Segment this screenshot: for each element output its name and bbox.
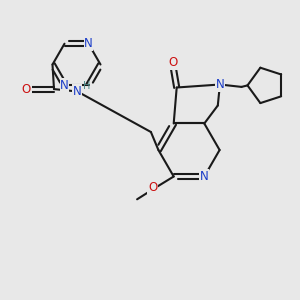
Text: O: O bbox=[169, 56, 178, 69]
Text: O: O bbox=[148, 182, 157, 194]
Text: H: H bbox=[83, 81, 90, 91]
Text: O: O bbox=[22, 82, 31, 96]
Text: N: N bbox=[73, 85, 82, 98]
Text: N: N bbox=[84, 37, 93, 50]
Text: N: N bbox=[200, 170, 209, 183]
Text: N: N bbox=[60, 79, 69, 92]
Text: N: N bbox=[215, 78, 224, 91]
